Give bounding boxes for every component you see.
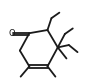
Text: O: O: [9, 29, 15, 38]
